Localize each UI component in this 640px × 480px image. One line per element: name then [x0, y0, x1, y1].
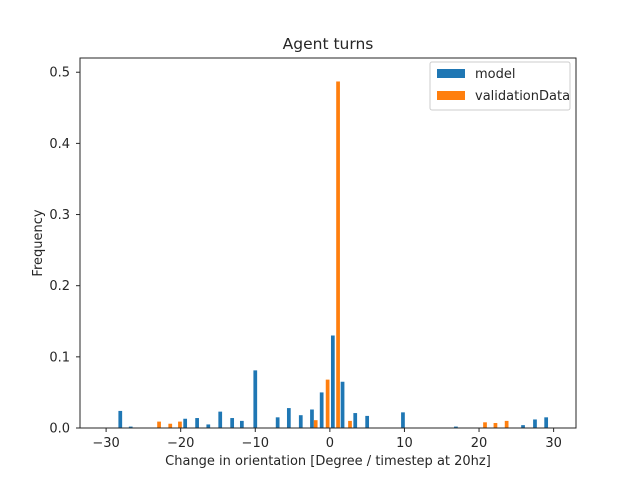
y-tick-label: 0.2: [49, 279, 70, 294]
bar-model: [230, 418, 235, 428]
x-tick-label: 30: [545, 436, 562, 451]
bar-model: [253, 370, 258, 428]
bar-model: [298, 415, 303, 428]
x-tick-label: 0: [326, 436, 334, 451]
y-axis-ticks: 0.0 0.1 0.2 0.3 0.4 0.5: [49, 66, 80, 437]
bar-model: [286, 408, 291, 428]
legend-label-model: model: [475, 67, 515, 82]
bar-validationData: [168, 423, 173, 428]
chart-title: Agent turns: [283, 35, 374, 53]
bar-model: [544, 417, 549, 428]
x-tick-label: 20: [471, 436, 488, 451]
x-axis-label: Change in orientation [Degree / timestep…: [165, 454, 491, 469]
bar-model: [183, 418, 188, 428]
bar-validationData: [178, 421, 182, 428]
x-tick-label: 10: [396, 436, 413, 451]
bar-model: [521, 425, 525, 428]
legend-label-validationData: validationData: [475, 89, 570, 104]
y-tick-label: 0.5: [49, 66, 70, 81]
legend-swatch-model: [437, 69, 465, 78]
y-axis-label: Frequency: [31, 209, 46, 276]
x-tick-label: −10: [242, 436, 269, 451]
bar-validationData: [493, 423, 498, 428]
x-tick-label: −20: [167, 436, 194, 451]
bar-model: [310, 409, 314, 428]
bar-model: [319, 392, 324, 428]
bar-model: [118, 410, 123, 428]
legend: model validationData: [429, 61, 571, 111]
bar-model: [454, 426, 458, 428]
x-tick-label: −30: [92, 436, 119, 451]
y-tick-label: 0.0: [49, 422, 70, 437]
bar-validationData: [504, 420, 509, 428]
bar-validationData: [325, 379, 330, 428]
bar-model: [533, 419, 537, 428]
bar-model: [365, 415, 370, 428]
bar-model: [401, 412, 405, 428]
x-axis-ticks: −30 −20 −10 0 10 20 30: [92, 428, 562, 451]
y-tick-label: 0.1: [49, 350, 70, 365]
bar-model: [275, 417, 280, 428]
bar-model: [239, 420, 244, 428]
bar-model: [330, 335, 335, 428]
bar-model: [353, 413, 358, 428]
bar-model: [206, 424, 211, 428]
bar-validationData: [348, 420, 352, 428]
bar-validationData: [483, 422, 487, 428]
bars-group: [118, 81, 549, 428]
bar-validationData: [157, 421, 161, 428]
bar-model: [340, 381, 345, 428]
bar-validationData: [313, 420, 318, 428]
bar-model: [195, 418, 199, 428]
bar-validationData: [336, 81, 340, 428]
plot-frame: [79, 57, 577, 429]
legend-swatch-validationData: [437, 91, 465, 100]
y-tick-label: 0.4: [49, 137, 70, 152]
bar-model: [218, 411, 223, 428]
bar-model: [128, 426, 133, 428]
y-tick-label: 0.3: [49, 208, 70, 223]
